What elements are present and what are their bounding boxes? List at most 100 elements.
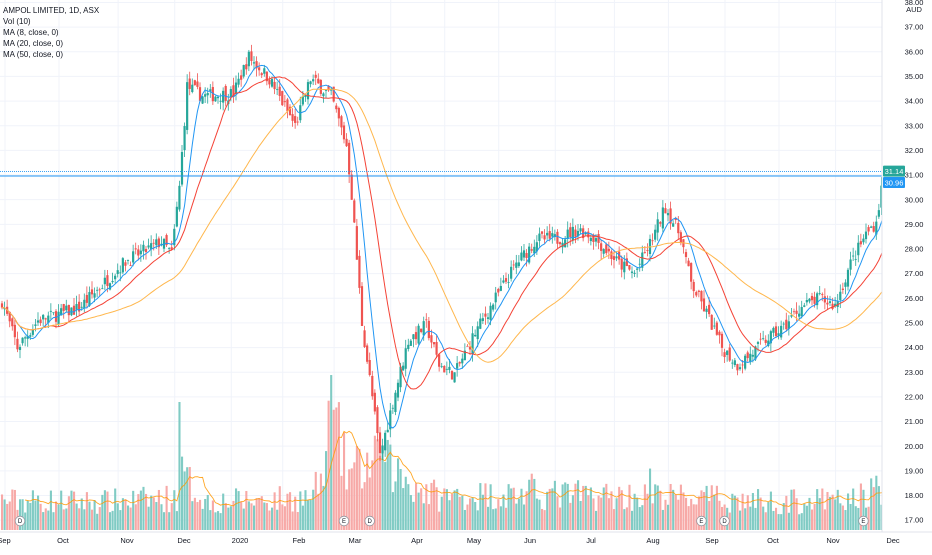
legend-ma8[interactable]: MA (8, close, 0)	[3, 28, 59, 37]
candle-body	[294, 116, 297, 123]
legend-ma20[interactable]: MA (20, close, 0)	[3, 39, 64, 48]
volume-bar	[124, 499, 127, 530]
event-marker-d[interactable]	[14, 515, 26, 527]
volume-bar	[489, 484, 492, 530]
candle-body	[209, 89, 212, 91]
volume-bar	[381, 453, 384, 530]
volume-bar	[826, 491, 829, 530]
candle-body	[700, 290, 703, 302]
time-tick-label: Nov	[120, 536, 134, 545]
volume-bar	[240, 501, 243, 530]
candle-body	[569, 227, 572, 238]
volume-bar	[327, 400, 330, 530]
candle-body	[229, 89, 232, 98]
volume-bar	[49, 490, 52, 530]
candle-body	[101, 288, 104, 290]
ma50-line	[1, 88, 885, 363]
legend-symbol[interactable]: AMPOL LIMITED, 1D, ASX	[3, 6, 100, 15]
candle-body	[114, 275, 117, 280]
volume-bar	[831, 494, 834, 530]
level-price-badge-text: 30.96	[885, 179, 904, 188]
volume-bar	[340, 475, 343, 530]
volume-bar	[70, 490, 73, 530]
candle-body	[60, 308, 63, 316]
volume-bar	[389, 444, 392, 530]
volume-bar	[253, 505, 256, 530]
legend-ma50[interactable]: MA (50, close, 0)	[3, 50, 64, 59]
event-marker-d[interactable]	[364, 515, 375, 527]
candle-body	[759, 338, 762, 340]
candle-body	[584, 232, 587, 235]
time-axis[interactable]: Sep Oct Nov Dec 2020 Feb Mar Apr May Jun Jul Aug Sep…	[0, 531, 932, 550]
volume-bar	[335, 407, 338, 530]
candle-body	[461, 358, 464, 364]
candle-body	[587, 231, 590, 238]
event-marker-e[interactable]	[858, 515, 869, 527]
volume-bar	[458, 496, 461, 530]
candle-body	[198, 87, 202, 101]
volume-bar	[872, 487, 875, 530]
candle-body	[798, 313, 801, 317]
candle-body	[715, 322, 718, 335]
volume-bar	[839, 503, 842, 530]
candle-body	[399, 366, 402, 388]
candle-body	[314, 74, 317, 78]
volume-bar	[412, 501, 415, 530]
last-price-badge[interactable]	[883, 165, 905, 177]
price-axis[interactable]: 17.00 18.00 19.00 20.00 21.00 22.00 23.00 24.00…	[881, 0, 932, 550]
candle-body	[579, 228, 582, 232]
volume-bar	[517, 498, 520, 530]
event-marker-e[interactable]	[338, 515, 350, 527]
volume-bar	[199, 499, 202, 530]
volume-bar	[319, 473, 322, 530]
level-price-badge[interactable]	[883, 177, 905, 189]
time-tick-label: Sep	[705, 536, 718, 545]
volume-bar	[245, 490, 248, 530]
volume-bar	[669, 483, 672, 530]
candle-body	[877, 210, 880, 217]
volume-bar	[605, 483, 608, 530]
candle-body	[332, 86, 335, 102]
candle-body	[29, 335, 32, 337]
volume-bar	[463, 509, 466, 530]
candle-body	[507, 282, 510, 283]
volume-bar	[759, 497, 762, 530]
candle-body	[695, 292, 698, 296]
candle-body	[36, 320, 40, 323]
candle-body	[859, 241, 862, 245]
volume-bar	[317, 493, 320, 530]
volume-bar	[214, 512, 217, 530]
candle-body	[396, 382, 400, 398]
candle-body	[615, 256, 618, 259]
volume-bar	[615, 498, 618, 530]
candle-body	[808, 298, 811, 302]
candle-body	[322, 93, 325, 97]
volume-bar	[849, 504, 852, 530]
volume-bar	[11, 489, 14, 530]
volume-bar	[73, 491, 76, 530]
candle-body	[566, 229, 569, 239]
candle-body	[386, 429, 389, 433]
volume-bar	[715, 485, 718, 530]
volume-bar	[217, 511, 220, 530]
legend-volume[interactable]: Vol (10)	[3, 17, 31, 26]
price-tick-label: 23.00	[905, 368, 924, 377]
volume-bar	[757, 489, 760, 530]
time-tick-label: Sep	[0, 536, 11, 545]
volume-bar	[142, 486, 145, 530]
candle-body	[191, 84, 194, 92]
event-marker-e[interactable]	[696, 515, 707, 527]
candle-body	[754, 346, 757, 360]
candle-body	[301, 96, 304, 105]
candle-body	[728, 347, 731, 361]
volume-bar	[78, 508, 81, 530]
volume-bar	[163, 512, 166, 530]
volume-bar	[602, 487, 605, 530]
event-marker-d[interactable]	[719, 515, 730, 527]
volume-bar	[800, 513, 803, 530]
volume-bar	[121, 498, 124, 530]
volume-bar	[268, 510, 271, 530]
